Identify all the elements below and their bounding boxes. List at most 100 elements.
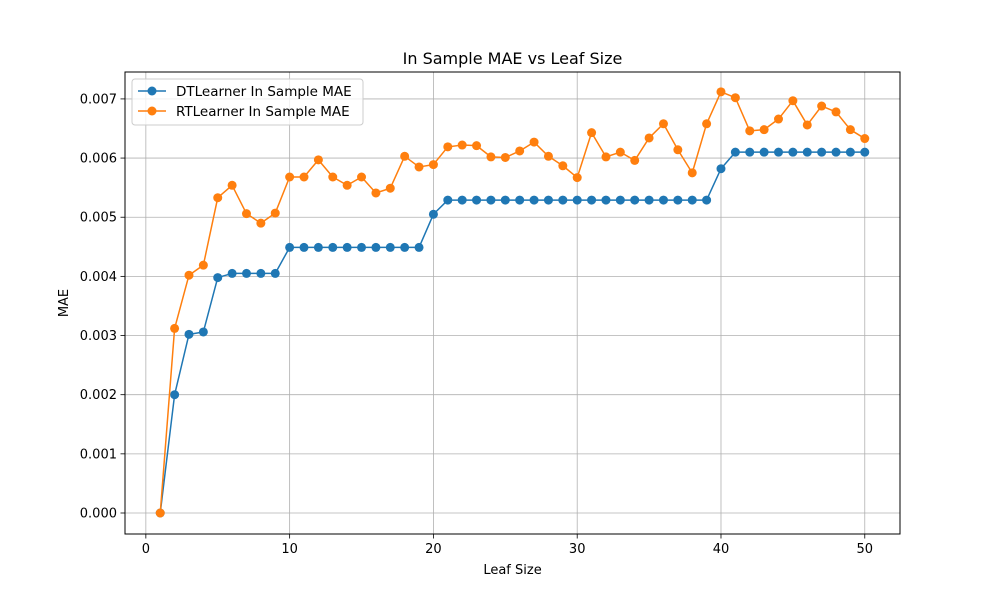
x-axis-ticks: 0 10 20 30 40 50 xyxy=(142,534,873,557)
x-tick-label: 30 xyxy=(569,542,586,557)
data-point-rtlearner-in-sample-mae xyxy=(270,208,280,218)
data-point-rtlearner-in-sample-mae xyxy=(299,172,309,182)
data-point-dtlearner-in-sample-mae xyxy=(630,195,640,205)
data-point-rtlearner-in-sample-mae xyxy=(313,155,323,165)
data-point-rtlearner-in-sample-mae xyxy=(457,140,467,150)
data-point-rtlearner-in-sample-mae xyxy=(630,155,640,165)
legend-marker-dtlearner xyxy=(147,86,157,96)
data-point-dtlearner-in-sample-mae xyxy=(285,242,295,252)
data-point-dtlearner-in-sample-mae xyxy=(702,195,712,205)
data-point-rtlearner-in-sample-mae xyxy=(572,173,582,183)
data-point-rtlearner-in-sample-mae xyxy=(845,125,855,135)
data-point-rtlearner-in-sample-mae xyxy=(774,114,784,124)
data-point-rtlearner-in-sample-mae xyxy=(802,120,812,130)
x-tick-label: 0 xyxy=(142,542,150,557)
data-point-rtlearner-in-sample-mae xyxy=(658,119,668,129)
data-point-dtlearner-in-sample-mae xyxy=(443,195,453,205)
data-point-dtlearner-in-sample-mae xyxy=(385,242,395,252)
y-tick-label: 0.006 xyxy=(80,152,117,167)
y-tick-label: 0.004 xyxy=(80,270,117,285)
data-point-rtlearner-in-sample-mae xyxy=(428,160,438,170)
data-point-rtlearner-in-sample-mae xyxy=(587,128,597,138)
data-point-rtlearner-in-sample-mae xyxy=(486,152,496,162)
data-point-dtlearner-in-sample-mae xyxy=(486,195,496,205)
data-point-rtlearner-in-sample-mae xyxy=(472,141,482,151)
data-point-dtlearner-in-sample-mae xyxy=(860,147,870,157)
y-tick-label: 0.003 xyxy=(80,329,117,344)
data-point-dtlearner-in-sample-mae xyxy=(687,195,697,205)
data-point-dtlearner-in-sample-mae xyxy=(845,147,855,157)
data-point-rtlearner-in-sample-mae xyxy=(759,125,769,135)
series-rtlearner-in-sample-mae xyxy=(155,87,870,518)
x-axis-label: Leaf Size xyxy=(483,563,541,578)
data-point-rtlearner-in-sample-mae xyxy=(817,101,827,111)
data-point-rtlearner-in-sample-mae xyxy=(328,172,338,182)
data-point-rtlearner-in-sample-mae xyxy=(400,151,410,161)
data-point-rtlearner-in-sample-mae xyxy=(515,146,525,156)
data-point-dtlearner-in-sample-mae xyxy=(788,147,798,157)
data-point-dtlearner-in-sample-mae xyxy=(400,242,410,252)
plot-frame xyxy=(124,71,901,535)
data-point-dtlearner-in-sample-mae xyxy=(558,195,568,205)
data-point-dtlearner-in-sample-mae xyxy=(658,195,668,205)
data-point-rtlearner-in-sample-mae xyxy=(285,172,295,182)
data-point-rtlearner-in-sample-mae xyxy=(170,323,180,333)
data-point-dtlearner-in-sample-mae xyxy=(716,164,726,174)
data-point-rtlearner-in-sample-mae xyxy=(357,172,367,182)
data-point-dtlearner-in-sample-mae xyxy=(515,195,525,205)
data-point-rtlearner-in-sample-mae xyxy=(615,147,625,157)
y-tick-label: 0.007 xyxy=(80,92,117,107)
data-point-dtlearner-in-sample-mae xyxy=(817,147,827,157)
data-point-dtlearner-in-sample-mae xyxy=(572,195,582,205)
data-point-rtlearner-in-sample-mae xyxy=(788,96,798,106)
data-point-dtlearner-in-sample-mae xyxy=(472,195,482,205)
data-point-dtlearner-in-sample-mae xyxy=(270,268,280,278)
x-tick-label: 40 xyxy=(713,542,730,557)
data-point-dtlearner-in-sample-mae xyxy=(802,147,812,157)
data-point-dtlearner-in-sample-mae xyxy=(328,242,338,252)
chart-title: In Sample MAE vs Leaf Size xyxy=(403,49,623,68)
legend: DTLearner In Sample MAE RTLearner In Sam… xyxy=(131,78,364,126)
y-tick-label: 0.005 xyxy=(80,211,117,226)
data-point-rtlearner-in-sample-mae xyxy=(601,152,611,162)
data-point-dtlearner-in-sample-mae xyxy=(730,147,740,157)
data-point-rtlearner-in-sample-mae xyxy=(414,162,424,172)
data-point-rtlearner-in-sample-mae xyxy=(543,151,553,161)
data-point-dtlearner-in-sample-mae xyxy=(457,195,467,205)
data-point-dtlearner-in-sample-mae xyxy=(213,273,223,283)
series-dtlearner-in-sample-mae xyxy=(155,147,870,518)
data-point-dtlearner-in-sample-mae xyxy=(500,195,510,205)
data-point-dtlearner-in-sample-mae xyxy=(543,195,553,205)
data-point-dtlearner-in-sample-mae xyxy=(587,195,597,205)
series-line-rtlearner-in-sample-mae xyxy=(159,91,866,514)
data-point-rtlearner-in-sample-mae xyxy=(443,142,453,152)
data-point-rtlearner-in-sample-mae xyxy=(256,218,266,228)
legend-label-rtlearner: RTLearner In Sample MAE xyxy=(176,104,350,120)
y-axis-ticks: 0.000 0.001 0.002 0.003 0.004 0.005 0.006 0.007 xyxy=(80,92,125,522)
data-point-rtlearner-in-sample-mae xyxy=(673,145,683,155)
x-tick-label: 20 xyxy=(425,542,442,557)
data-point-rtlearner-in-sample-mae xyxy=(385,183,395,193)
data-point-dtlearner-in-sample-mae xyxy=(256,268,266,278)
data-point-dtlearner-in-sample-mae xyxy=(227,268,237,278)
data-point-rtlearner-in-sample-mae xyxy=(241,209,251,219)
data-point-dtlearner-in-sample-mae xyxy=(774,147,784,157)
data-point-rtlearner-in-sample-mae xyxy=(198,260,208,270)
data-point-rtlearner-in-sample-mae xyxy=(702,119,712,129)
data-point-rtlearner-in-sample-mae xyxy=(558,161,568,171)
data-point-dtlearner-in-sample-mae xyxy=(313,242,323,252)
data-point-dtlearner-in-sample-mae xyxy=(170,390,180,400)
legend-box xyxy=(131,78,364,126)
data-point-dtlearner-in-sample-mae xyxy=(184,329,194,339)
grid-lines xyxy=(125,72,900,534)
data-point-dtlearner-in-sample-mae xyxy=(371,242,381,252)
y-tick-label: 0.002 xyxy=(80,388,117,403)
legend-marker-rtlearner xyxy=(147,106,157,116)
data-point-rtlearner-in-sample-mae xyxy=(730,93,740,103)
data-point-dtlearner-in-sample-mae xyxy=(759,147,769,157)
x-tick-label: 50 xyxy=(856,542,873,557)
data-point-rtlearner-in-sample-mae xyxy=(155,508,165,518)
data-point-rtlearner-in-sample-mae xyxy=(371,188,381,198)
data-point-rtlearner-in-sample-mae xyxy=(860,134,870,144)
legend-label-dtlearner: DTLearner In Sample MAE xyxy=(176,84,352,100)
